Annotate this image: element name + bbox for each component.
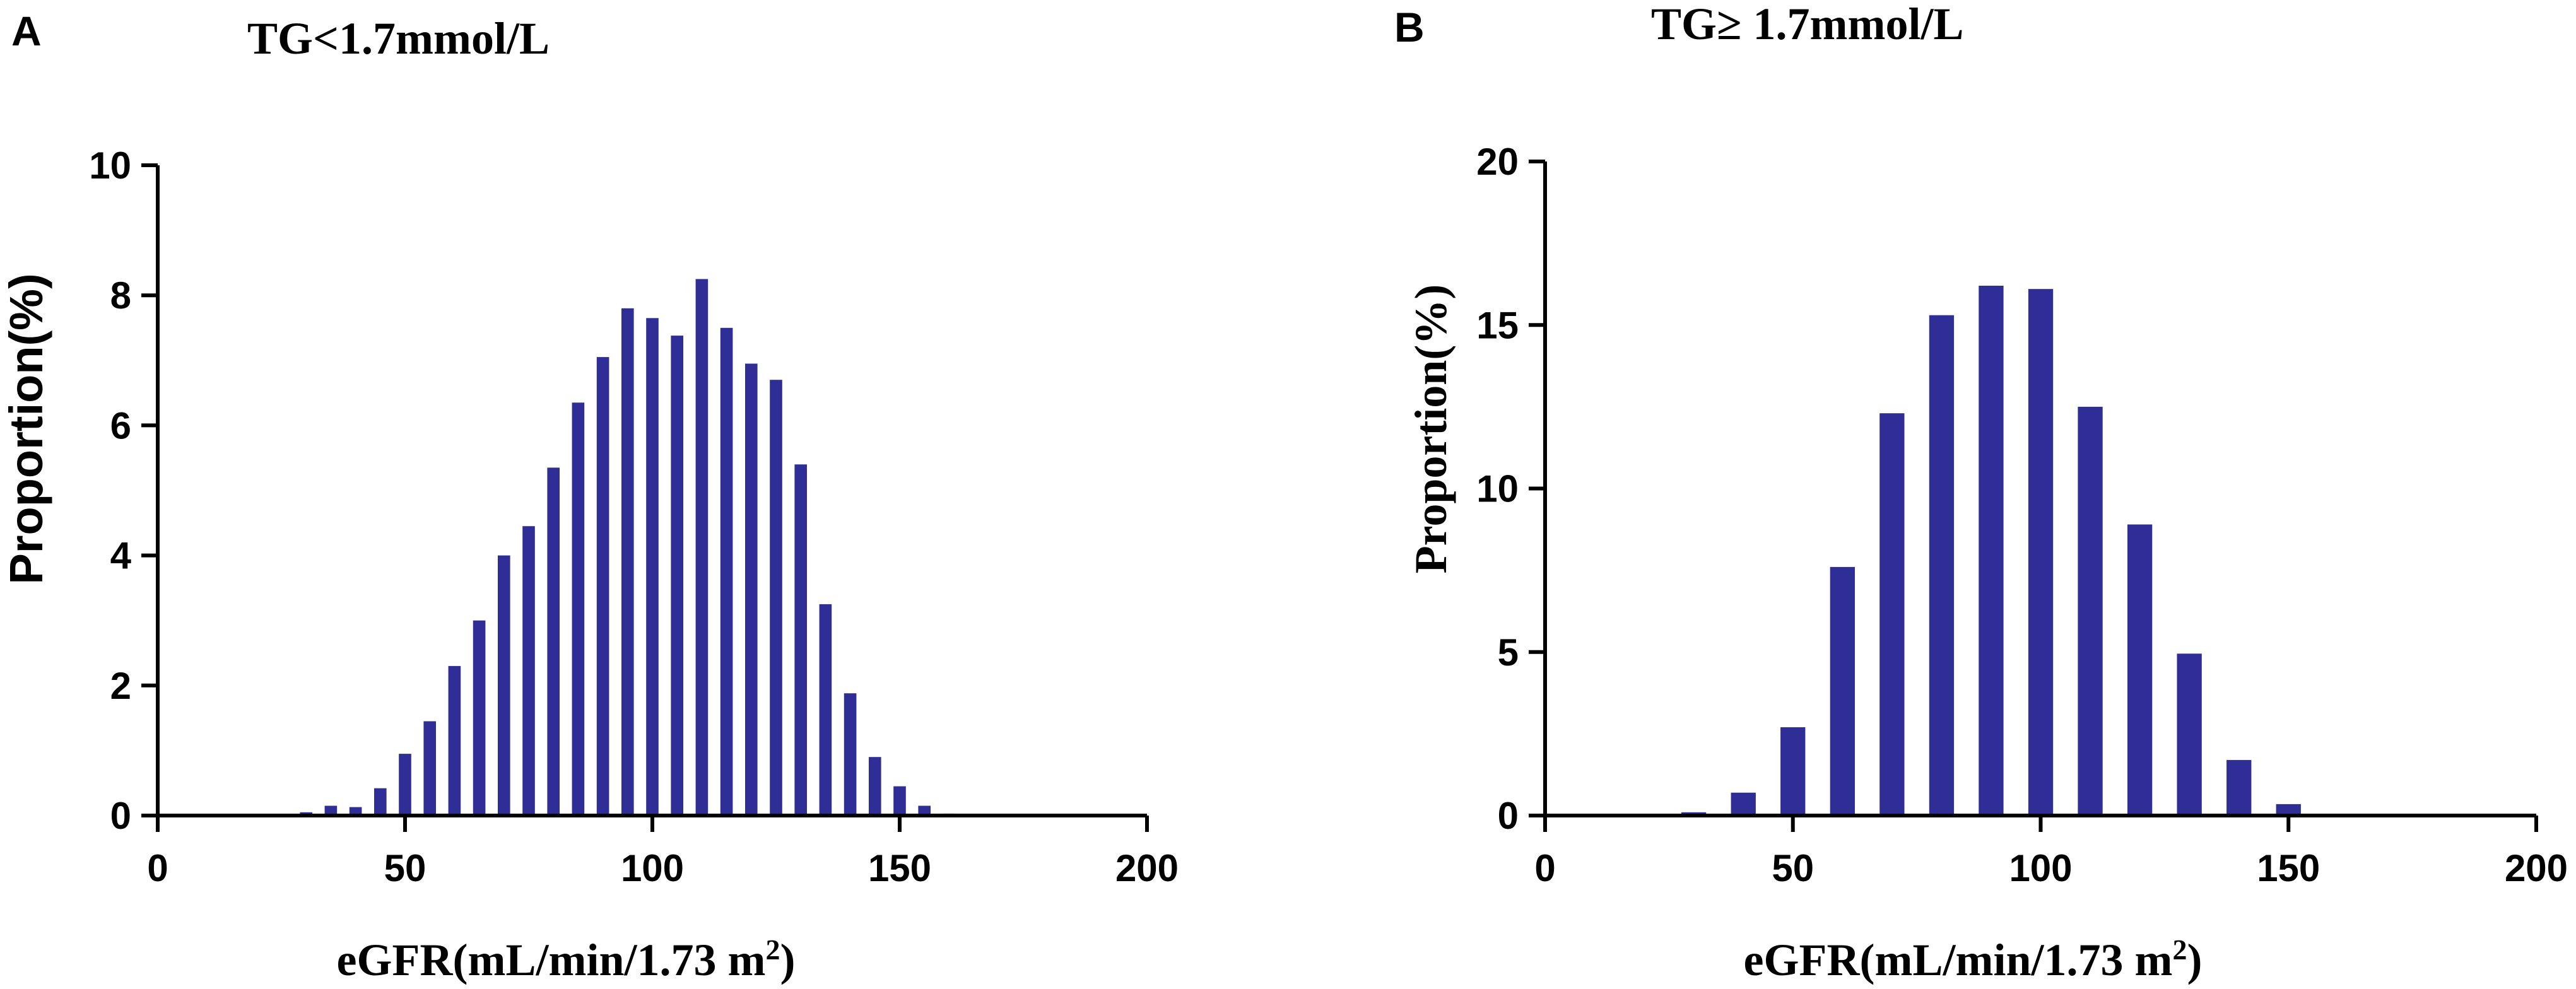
panel-b-x-axis-label-close: ) (2187, 935, 2202, 985)
panel-a-bar (770, 380, 782, 816)
panel-a-bar (918, 805, 931, 816)
panel-a-bar (869, 757, 881, 816)
panel-b-bar (1979, 286, 2004, 816)
panel-a-bar (695, 279, 709, 816)
panel-b-y-tick-label: 15 (1476, 304, 1519, 346)
panel-a-title: TG<1.7mmol/L (247, 13, 550, 64)
panel-b-bar (2078, 406, 2103, 816)
panel-a-bar (893, 786, 906, 816)
panel-a-x-axis-label-superscript: 2 (765, 933, 780, 966)
panel-a-x-axis-label-main: eGFR(mL/min/1.73 m (337, 935, 766, 985)
panel-b-bar (1879, 413, 1905, 816)
panel-b-x-axis-label-main: eGFR(mL/min/1.73 m (1744, 935, 2173, 985)
panel-b-bar (1929, 315, 1955, 816)
panel-a-y-tick-label: 2 (110, 665, 131, 707)
panel-a-bar (423, 721, 436, 816)
panel-b-bar (2226, 759, 2252, 816)
panel-a-bar (844, 693, 857, 816)
panel-b-y-tick-label: 5 (1498, 631, 1519, 674)
panel-b-bar (2177, 653, 2202, 816)
panel-b-title: TG≥ 1.7mmol/L (1651, 0, 1964, 49)
panel-b-bar (1830, 566, 1855, 816)
panel-b-x-tick-label: 50 (1772, 847, 1814, 889)
panel-a-x-axis-label-close: ) (780, 935, 795, 985)
panel-a-bar (596, 357, 609, 816)
panel-a-bar (399, 754, 411, 816)
panel-b-bar (1731, 792, 1756, 816)
panel-a-bar (448, 665, 461, 816)
panel-a: A TG<1.7mmol/L Proportion(%) eGFR(mL/min… (0, 8, 1179, 985)
panel-a-bar (324, 805, 338, 816)
panel-a-bars (275, 279, 956, 816)
panel-b-y-axis-label: Proportion(%) (1406, 284, 1456, 574)
panel-b-letter: B (1394, 4, 1425, 50)
panel-a-bar (819, 604, 832, 816)
panel-b-x-tick-label: 100 (2009, 847, 2072, 889)
panel-a-x-tick-label: 50 (384, 847, 426, 889)
panel-b-x-axis-label: eGFR(mL/min/1.73 m2) (1744, 933, 2203, 986)
panel-a-letter: A (11, 8, 42, 54)
panel-b-y-tick-label: 10 (1476, 468, 1519, 510)
panel-b: B TG≥ 1.7mmol/L Proportion(%) eGFR(mL/mi… (1394, 0, 2568, 985)
panel-b-y-tick-label: 20 (1476, 141, 1519, 183)
panel-b-y-tick-label: 0 (1498, 795, 1519, 837)
panel-a-x-tick-label: 0 (147, 847, 168, 889)
panel-a-bar (671, 336, 683, 816)
panel-a-y-tick-label: 8 (110, 274, 131, 317)
panel-b-x-tick-label: 0 (1534, 847, 1555, 889)
panel-a-x-axis-label: eGFR(mL/min/1.73 m2) (337, 933, 796, 986)
panel-b-bar (2028, 289, 2054, 816)
panel-a-bar (374, 788, 387, 816)
panel-a-bar (473, 620, 486, 816)
panel-b-bar (2276, 804, 2301, 816)
panel-a-bar (794, 464, 807, 816)
panel-a-bar (646, 318, 659, 816)
panel-a-x-tick-label: 150 (868, 847, 931, 889)
panel-b-x-axis-label-superscript: 2 (2172, 933, 2187, 966)
panel-a-bar (522, 526, 535, 816)
panel-a-bar (547, 467, 560, 816)
panel-a-y-tick-label: 0 (110, 795, 131, 837)
panel-a-bar (720, 327, 733, 816)
panel-a-bar (745, 363, 758, 816)
panel-a-bar (572, 402, 585, 816)
panel-b-bars (1681, 286, 2301, 816)
panel-a-bar (621, 308, 634, 816)
panel-b-x-tick-label: 150 (2257, 847, 2320, 889)
panel-a-y-tick-label: 10 (89, 144, 131, 187)
panel-a-bar (498, 555, 510, 816)
panel-a-x-tick-label: 200 (1115, 847, 1179, 889)
panel-a-y-tick-label: 6 (110, 404, 131, 447)
panel-a-y-tick-label: 4 (110, 535, 132, 577)
panel-b-x-tick-label: 200 (2505, 847, 2568, 889)
panel-a-x-tick-label: 100 (621, 847, 684, 889)
panel-a-y-axis-label: Proportion(%) (0, 273, 52, 584)
panel-b-bar (1780, 727, 1806, 816)
panel-b-bar (2127, 524, 2153, 816)
panel-a-bar (349, 807, 362, 816)
